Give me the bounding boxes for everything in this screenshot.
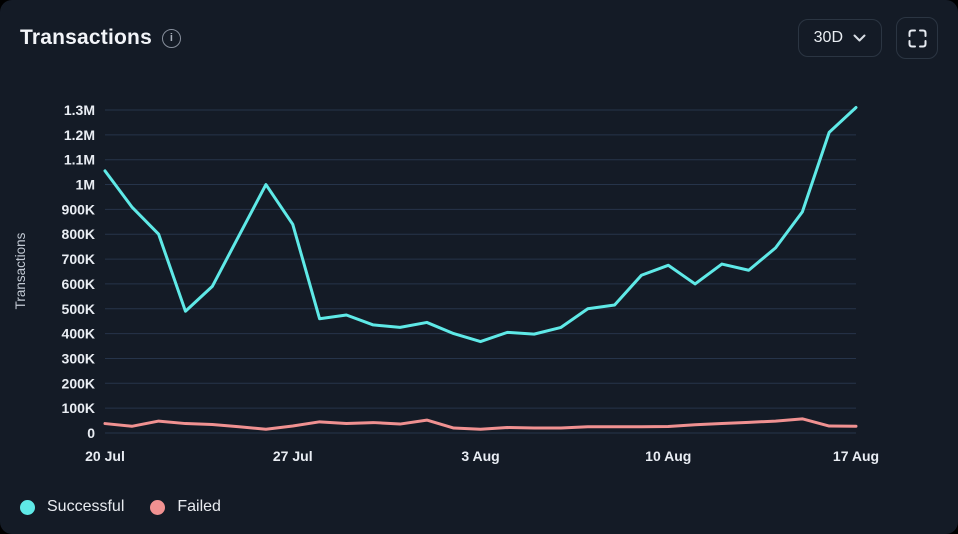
y-tick-label: 1.1M [64,152,95,168]
failed-dot [150,499,166,515]
y-tick-label: 1.3M [64,102,95,118]
y-tick-label: 1.2M [64,127,95,143]
chevron-down-icon [853,34,866,42]
x-tick-label: 20 Jul [85,448,125,464]
legend-item-successful[interactable]: Successful [20,498,124,516]
y-tick-label: 300K [62,350,95,366]
x-tick-label: 17 Aug [833,448,879,464]
y-tick-label: 0 [87,425,95,441]
range-select[interactable]: 30D [797,19,882,57]
legend-item-failed[interactable]: Failed [150,498,221,516]
x-tick-label: 10 Aug [645,448,691,464]
legend-label-failed: Failed [177,498,221,515]
info-icon[interactable]: i [161,28,181,48]
y-tick-label: 800K [62,226,95,242]
range-select-label: 30D [813,29,843,46]
y-tick-label: 500K [62,301,95,317]
y-tick-label: 100K [62,400,95,416]
y-tick-label: 1M [76,177,95,193]
legend-label-successful: Successful [47,498,125,515]
y-tick-label: 900K [62,201,95,217]
x-tick-label: 27 Jul [273,448,313,464]
chart-header: Transactions i 30D [0,0,958,62]
fullscreen-button[interactable] [896,17,938,59]
successful-line [103,106,858,344]
x-tick-label: 3 Aug [461,448,499,464]
header-controls: 30D [797,17,938,59]
y-tick-label: 200K [62,375,95,391]
chart-legend: Successful Failed [20,498,221,516]
title-group: Transactions i [20,26,181,50]
y-tick-label: 400K [62,326,95,342]
y-tick-label: 700K [62,251,95,267]
successful-dot [20,499,35,515]
y-tick-label: 600K [62,276,95,292]
fullscreen-icon [908,29,926,47]
failed-line [103,417,858,431]
page-title: Transactions [20,26,152,49]
y-axis-title: Transactions [13,232,28,309]
